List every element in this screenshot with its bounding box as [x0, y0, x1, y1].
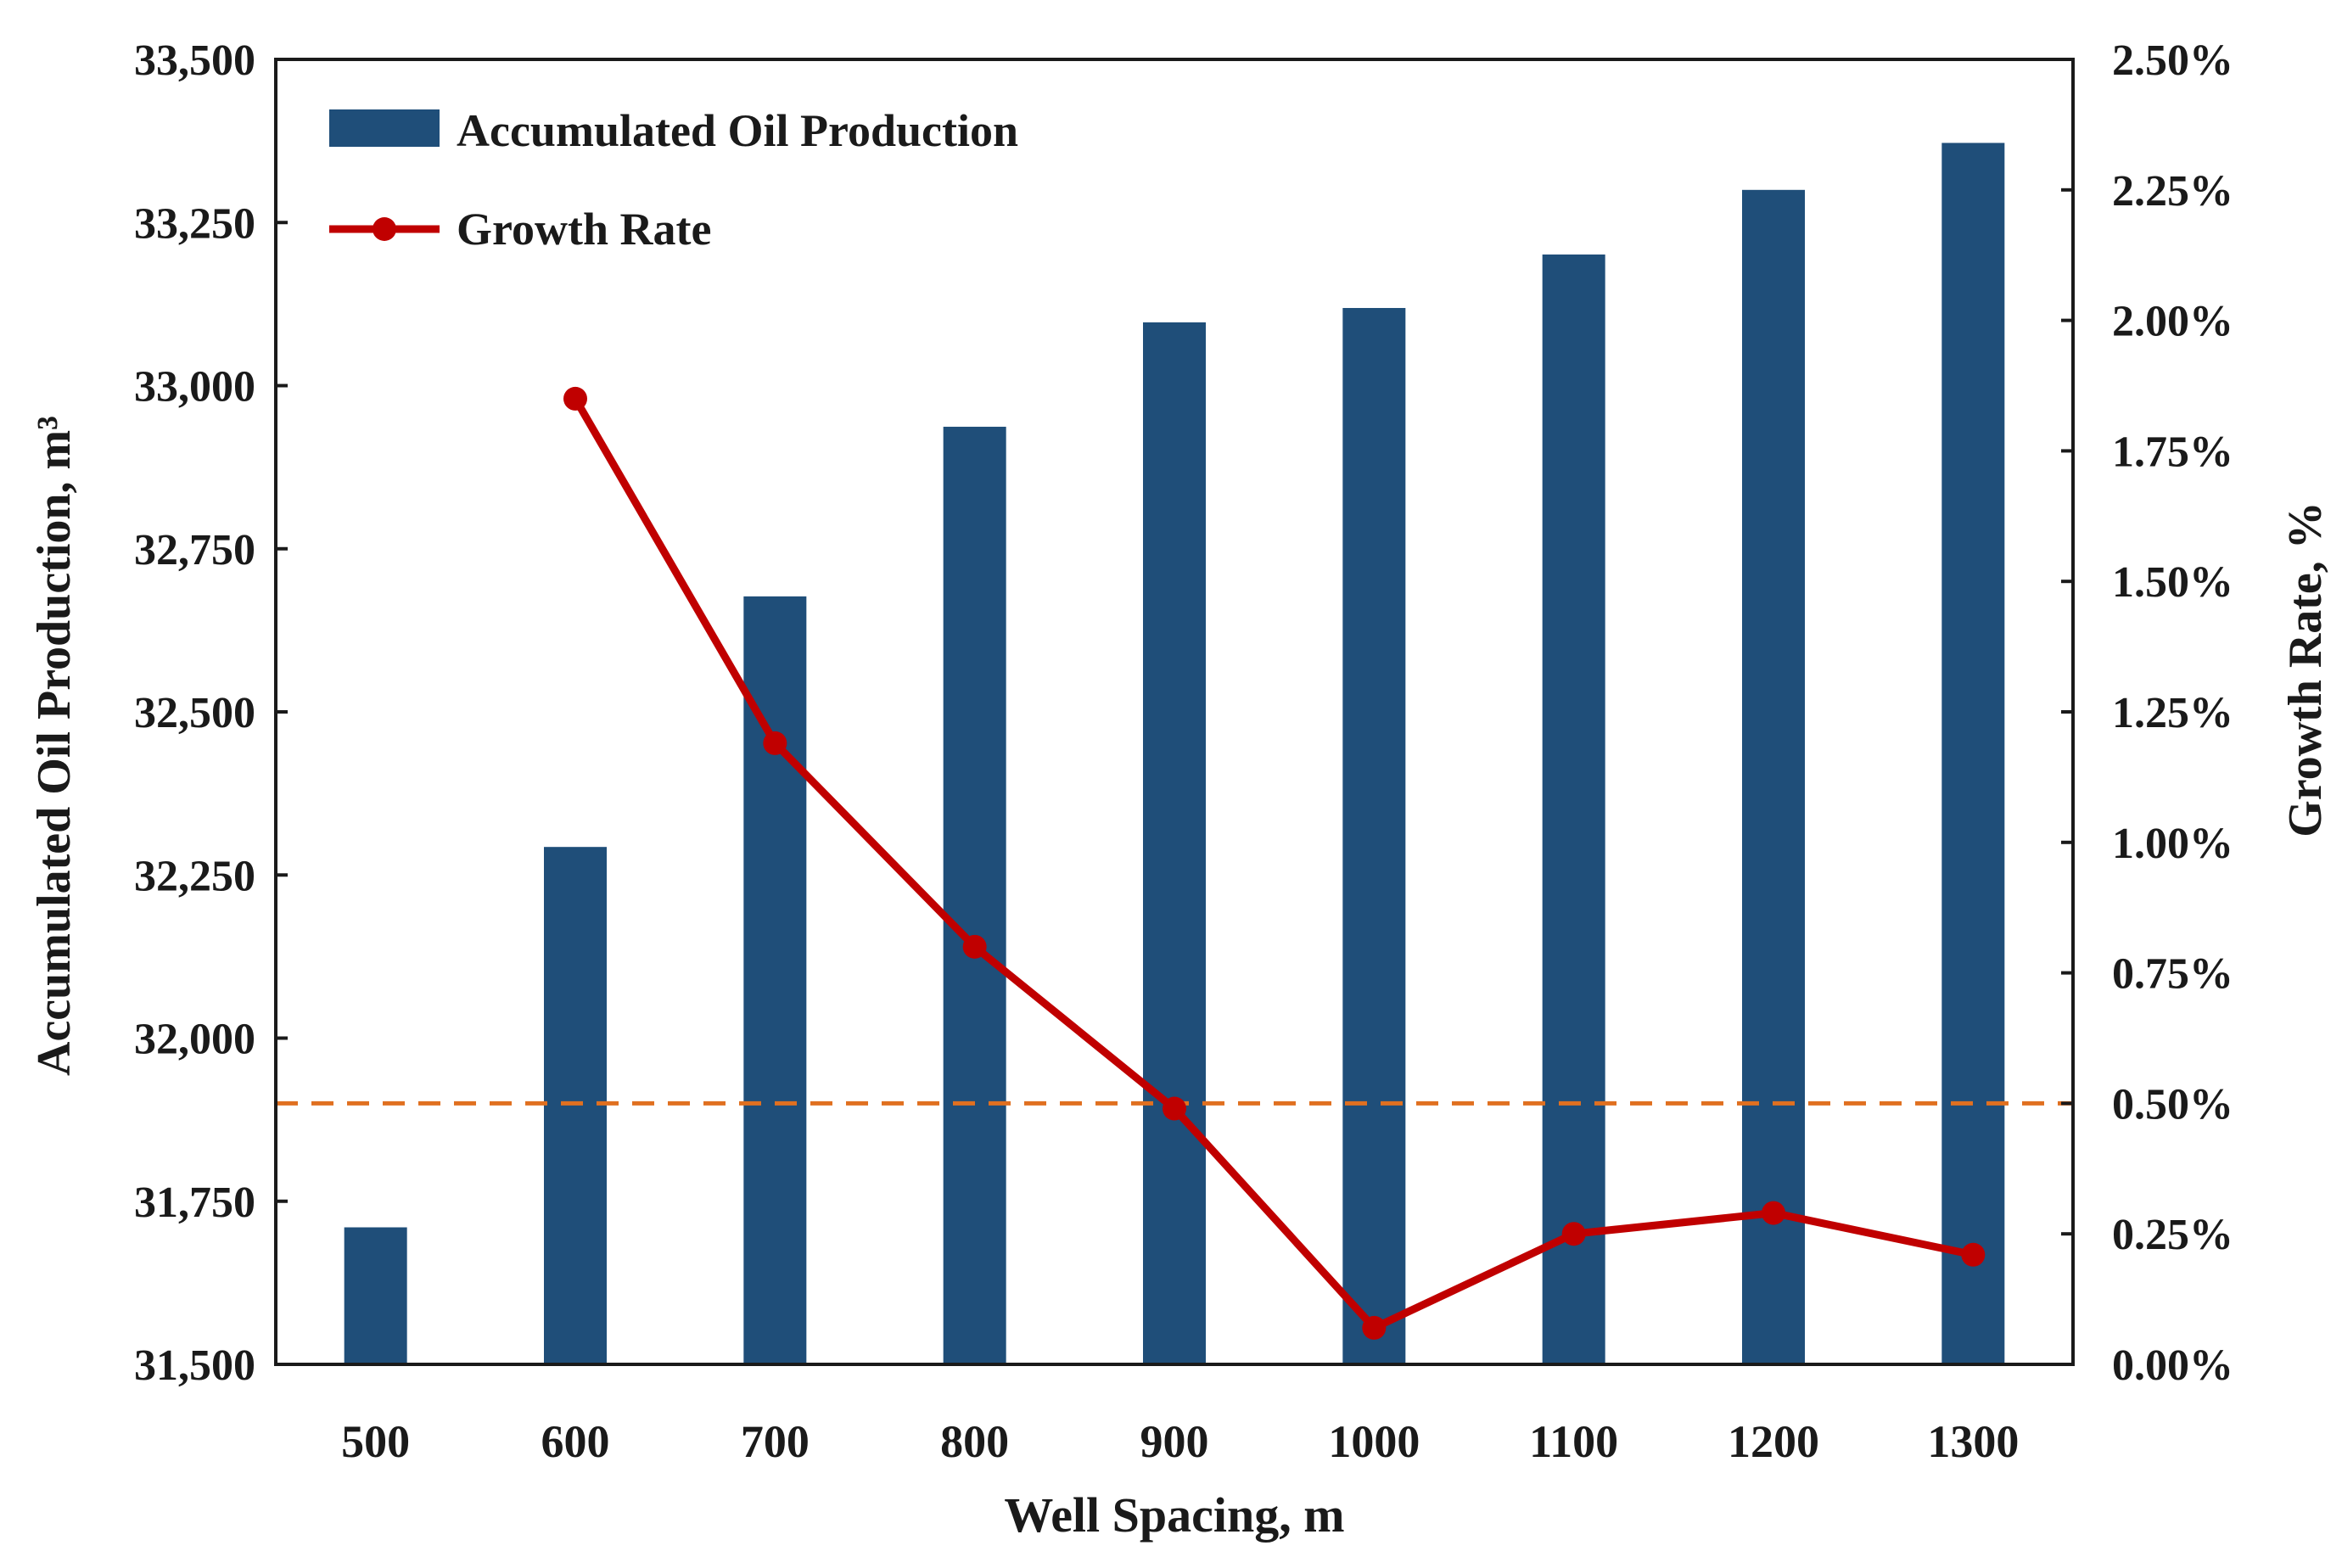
right-tick-label: 1.25% [2112, 689, 2233, 737]
bar-700 [743, 596, 807, 1364]
bar-1100 [1542, 254, 1605, 1364]
bar-1000 [1342, 307, 1406, 1364]
bar-600 [544, 847, 607, 1364]
axis-titles: Well Spacing, m Accumulated Oil Productio… [28, 416, 2332, 1543]
left-axis-ticks: 31,500 31,750 32,000 32,250 32,500 32,750 33,0… [134, 36, 288, 1390]
legend-bar-swatch [329, 109, 440, 147]
bar-800 [943, 426, 1006, 1364]
x-tick-label: 1000 [1328, 1416, 1420, 1467]
bar-900 [1143, 322, 1206, 1365]
right-tick-label: 0.00% [2112, 1341, 2233, 1390]
x-tick-label: 800 [940, 1416, 1009, 1467]
legend-label-production: Accumulated Oil Production [457, 105, 1018, 156]
growth-rate-line [572, 396, 1975, 1332]
growth-rate-point-800 [962, 934, 987, 959]
legend: Accumulated Oil Production Growth Rate [329, 105, 1018, 255]
bar-series [344, 143, 2005, 1365]
x-axis-ticks: 500 600 700 800 900 1000 1100 1200 1300 [341, 1416, 2019, 1467]
left-tick-label: 33,250 [134, 199, 255, 248]
growth-rate-point-600 [563, 386, 587, 411]
growth-rate-point-1200 [1762, 1201, 1785, 1225]
x-axis-title: Well Spacing, m [1004, 1487, 1344, 1543]
right-axis-ticks: 0.00% 0.25% 0.50% 0.75% 1.00% 1.25% 1.50% 1.75%… [2061, 36, 2233, 1390]
growth-rate-point-1100 [1561, 1222, 1586, 1246]
growth-rate-point-700 [763, 731, 787, 755]
x-tick-label: 700 [741, 1416, 810, 1467]
growth-rate-point-1000 [1362, 1315, 1387, 1340]
right-tick-label: 0.50% [2112, 1080, 2233, 1128]
bar-1200 [1742, 189, 1805, 1364]
left-axis-title: Accumulated Oil Production, m³ [28, 416, 81, 1076]
right-axis-title: Growth Rate, % [2279, 501, 2332, 837]
x-tick-label: 600 [541, 1416, 610, 1467]
left-tick-label: 31,750 [134, 1179, 255, 1227]
x-tick-label: 1300 [1927, 1416, 2019, 1467]
left-tick-label: 32,750 [134, 526, 255, 574]
x-tick-label: 1200 [1728, 1416, 1819, 1467]
left-tick-label: 32,250 [134, 852, 255, 900]
x-tick-label: 500 [341, 1416, 410, 1467]
bar-1300 [1941, 143, 2005, 1364]
left-tick-label: 32,000 [134, 1016, 255, 1064]
bar-500 [344, 1227, 407, 1364]
growth-rate-series [563, 386, 1986, 1340]
x-tick-label: 900 [1140, 1416, 1209, 1467]
left-tick-label: 32,500 [134, 689, 255, 737]
left-tick-label: 33,000 [134, 363, 255, 412]
right-tick-label: 1.75% [2112, 428, 2233, 476]
right-tick-label: 0.75% [2112, 950, 2233, 999]
growth-rate-point-900 [1163, 1096, 1186, 1121]
right-tick-label: 2.00% [2112, 298, 2233, 346]
left-tick-label: 33,500 [134, 36, 255, 85]
right-tick-label: 2.25% [2112, 167, 2233, 216]
left-tick-label: 31,500 [134, 1341, 255, 1390]
right-tick-label: 2.50% [2112, 36, 2233, 85]
right-tick-label: 1.50% [2112, 558, 2233, 607]
legend-label-growth: Growth Rate [457, 204, 711, 255]
growth-rate-point-1300 [1961, 1242, 1986, 1267]
right-tick-label: 0.25% [2112, 1211, 2233, 1259]
x-tick-label: 1100 [1529, 1416, 1618, 1467]
legend-line-marker [373, 217, 396, 241]
right-tick-label: 1.00% [2112, 820, 2233, 868]
